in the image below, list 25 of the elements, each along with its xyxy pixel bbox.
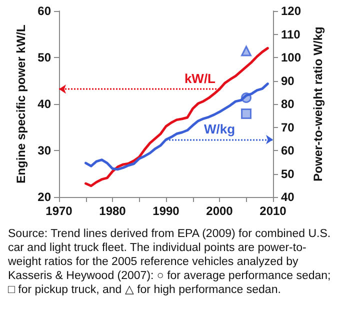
y2-tick-label: 50 — [281, 166, 295, 181]
x-tick-label: 1970 — [46, 204, 73, 218]
y-axis-title: Engine specific power kW/L — [14, 24, 28, 184]
x-tick-label: 1990 — [152, 204, 180, 218]
y2-tick-label: 120 — [281, 4, 302, 18]
y-tick-label: 20 — [38, 190, 52, 204]
y2-tick-label: 60 — [281, 144, 295, 158]
y2-tick-label: 110 — [281, 27, 301, 42]
y2-tick-label: 90 — [281, 74, 295, 88]
series-label: kW/L — [184, 71, 216, 86]
y-tick-label: 30 — [38, 144, 52, 158]
y2-tick-label: 70 — [281, 120, 295, 134]
y-tick-label: 40 — [38, 97, 52, 111]
x-tick-label: 2000 — [206, 204, 234, 218]
y2-tick-label: 80 — [281, 97, 295, 111]
y2-tick-label: 40 — [281, 190, 295, 204]
series-label: W/kg — [204, 122, 236, 137]
line-series — [84, 82, 269, 171]
y2-tick-label: 100 — [281, 50, 302, 64]
y-tick-label: 50 — [38, 50, 52, 64]
source-note: Source: Trend lines derived from EPA (2009) for combined U.S. car and light truck fleet. The individual points are power-to-weight ratios for the 2005 reference vehicles analyzed by Kasseris & Heywood (2007): ○ for average performance sedan; □ for pickup truck, and △ for high performance sedan. — [8, 227, 332, 297]
y-tick-label: 60 — [38, 4, 52, 18]
y2-axis-title: Power-to-weight ratio W/kg — [310, 26, 325, 182]
x-tick-label: 2010 — [260, 204, 287, 218]
x-tick-label: 1980 — [99, 204, 126, 218]
